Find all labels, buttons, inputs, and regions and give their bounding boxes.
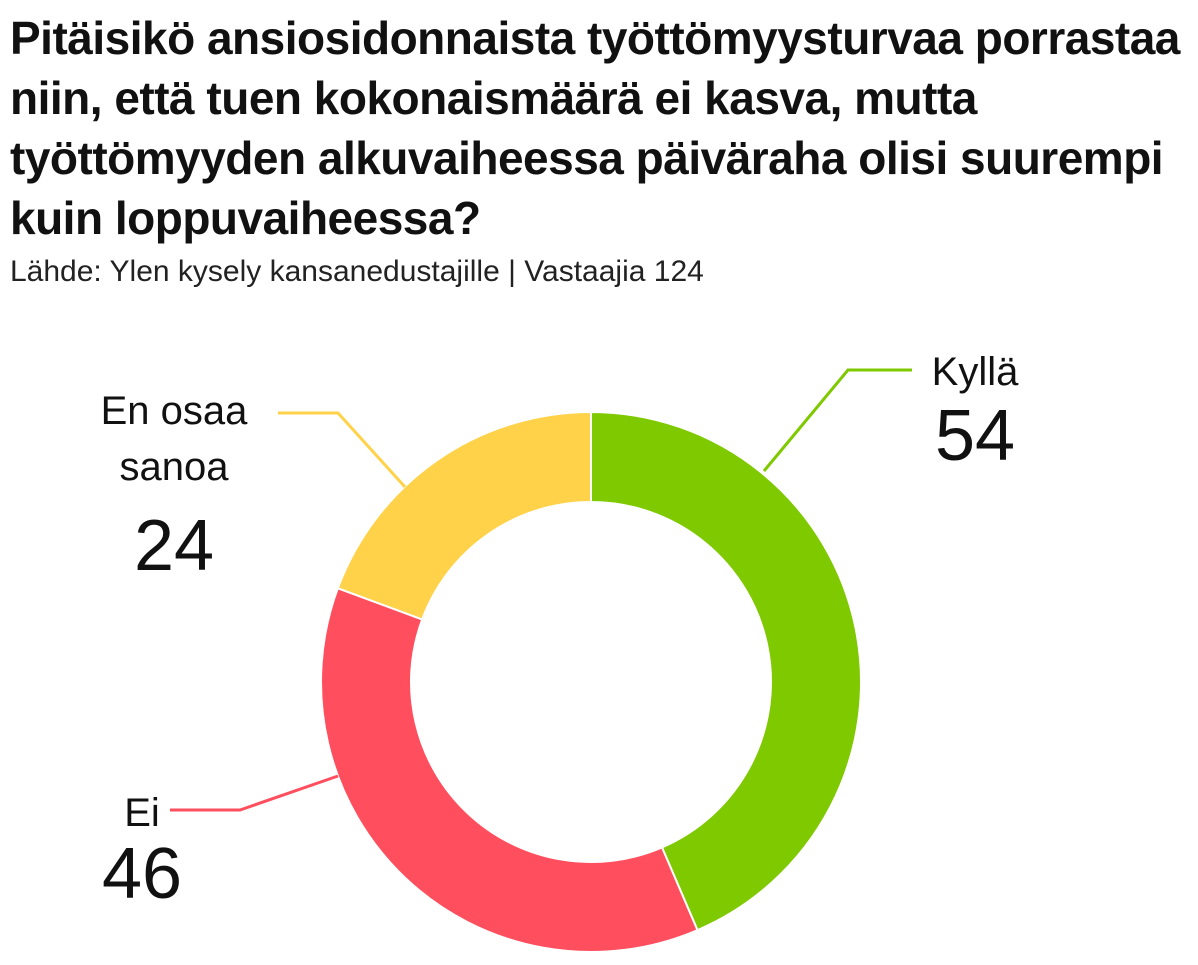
slice-label-en-osaa-sanoa: sanoa (120, 445, 230, 489)
chart-title: Pitäisikö ansiosidonnaista työttömyystur… (10, 12, 1180, 244)
slice-kylla (590, 410, 863, 932)
slice-value-en-osaa-sanoa: 24 (134, 506, 214, 586)
slice-label-en-osaa-sanoa: En osaa (101, 389, 249, 433)
slice-value-ei: 46 (102, 834, 182, 914)
slice-en-osaa-sanoa (336, 410, 592, 621)
leader-line-en-osaa-sanoa (278, 411, 407, 489)
leader-line-ei (170, 774, 339, 812)
slice-label-kylla: Kyllä (932, 350, 1019, 394)
slice-value-kylla: 54 (935, 396, 1015, 476)
leader-line-kylla (762, 368, 912, 472)
slice-label-ei: Ei (124, 791, 160, 835)
chart-source: Lähde: Ylen kysely kansanedustajille | V… (10, 255, 704, 288)
slice-ei (320, 586, 699, 953)
